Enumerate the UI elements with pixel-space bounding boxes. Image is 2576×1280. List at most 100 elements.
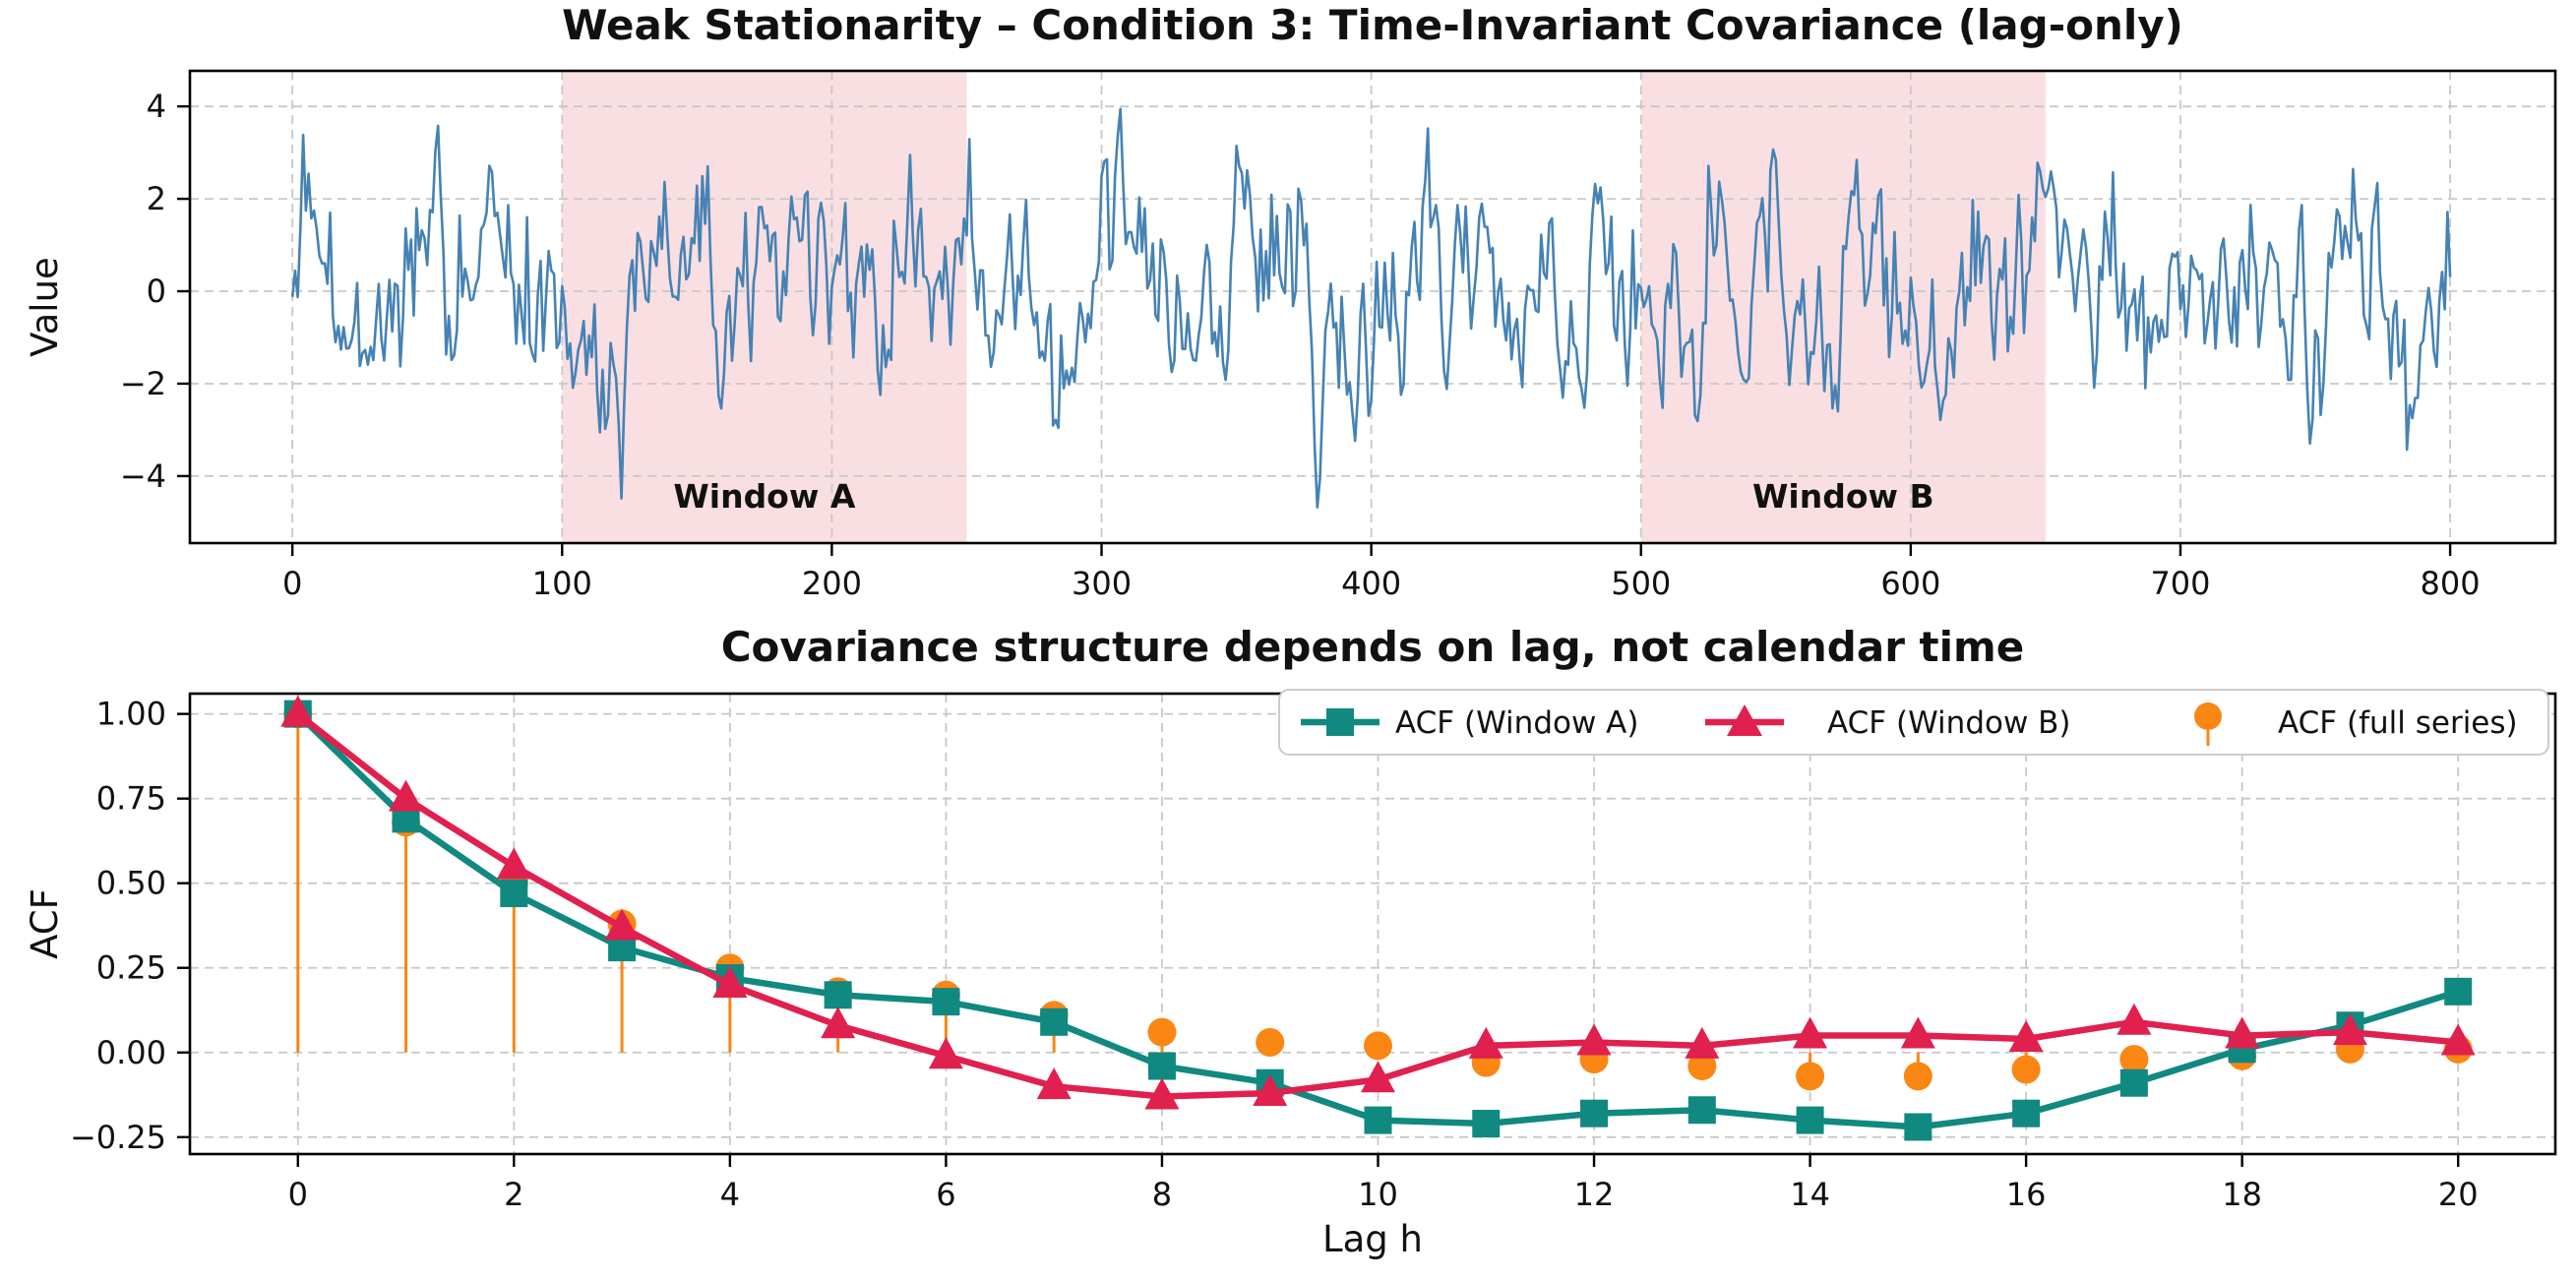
acf-full-marker [1256, 1027, 1285, 1057]
bottom-axes-layer: 0 2 4 6 8 10 12 14 16 18 20 −0.25 0.00 0.25 0.50 0.75 1.… [70, 692, 2557, 1213]
x-tick-label: 800 [2421, 565, 2481, 602]
legend-label-window-a: ACF (Window A) [1395, 705, 1638, 741]
y-tick-label: −2 [120, 365, 166, 402]
x-tick-label: 10 [1358, 1176, 1398, 1213]
acf-full-marker [1147, 1017, 1177, 1047]
x-tick-label: 20 [2438, 1176, 2479, 1213]
acf-window-b-marker [2008, 1020, 2044, 1052]
y-tick-label: −0.25 [70, 1119, 166, 1156]
acf-window-b-marker [389, 779, 424, 812]
x-tick-label: 14 [1790, 1176, 1830, 1213]
top-series-layer [290, 107, 2452, 510]
acf-window-a-marker [824, 981, 852, 1009]
acf-window-b-marker [280, 695, 316, 727]
acf-window-b-marker [2225, 1016, 2260, 1049]
acf-full-marker [1796, 1062, 1825, 1091]
y-tick-label: 2 [147, 180, 166, 217]
legend-entry-window-b: ACF (Window B) [1705, 704, 2071, 741]
acf-full-marker [2011, 1055, 2041, 1084]
legend-square-marker-icon [1326, 708, 1354, 736]
acf-window-b-marker [1360, 1061, 1395, 1093]
y-tick-label: 0.75 [96, 780, 166, 818]
x-tick-label: 700 [2150, 565, 2210, 602]
acf-window-a-marker [1580, 1099, 1609, 1128]
acf-full-marker [1687, 1052, 1717, 1081]
x-tick-label: 400 [1341, 565, 1401, 602]
highlight-bands-layer [562, 71, 2046, 543]
acf-window-b-marker [1685, 1026, 1720, 1059]
acf-window-a-marker [500, 880, 528, 908]
axes-frame [188, 69, 2557, 545]
x-tick-label: 100 [532, 565, 592, 602]
window-a-label: Window A [673, 477, 855, 516]
top-chart-title: Weak Stationarity – Condition 3: Time-In… [562, 1, 2183, 49]
acf-window-a-marker [2119, 1068, 2148, 1097]
acf-window-b-marker [2332, 1013, 2367, 1046]
x-tick-label: 0 [282, 565, 302, 602]
acf-window-b-marker [2440, 1023, 2476, 1056]
x-tick-label: 8 [1152, 1176, 1172, 1213]
acf-window-b-marker [821, 1006, 856, 1039]
y-tick-label: 0.25 [96, 949, 166, 987]
acf-window-a-marker [2444, 977, 2473, 1006]
legend-label-full-series: ACF (full series) [2278, 705, 2518, 741]
x-tick-label: 600 [1880, 565, 1940, 602]
window-band [1640, 71, 2046, 543]
y-tick-label: 0 [147, 273, 166, 310]
top-chart-ylabel: Value [24, 257, 66, 357]
acf-full-marker [2119, 1045, 2149, 1074]
acf-window-a-marker [1472, 1110, 1501, 1138]
bottom-chart-title: Covariance structure depends on lag, not… [721, 623, 2025, 671]
acf-full-marker [1363, 1031, 1392, 1061]
acf-window-b-marker [1468, 1026, 1503, 1059]
bottom-chart-ylabel: ACF [24, 888, 66, 959]
legend-circle-marker-icon [2194, 702, 2222, 730]
legend-entry-full-series: ACF (full series) [2194, 702, 2518, 746]
x-tick-label: 2 [504, 1176, 523, 1213]
y-tick-label: 0.50 [96, 865, 166, 902]
y-tick-label: 0.00 [96, 1034, 166, 1071]
acf-window-b-marker [604, 908, 640, 941]
acf-window-b-marker [1900, 1016, 1935, 1049]
acf-window-b-marker [496, 847, 531, 880]
acf-window-b-marker [1253, 1074, 1288, 1107]
acf-window-b-marker [712, 965, 748, 998]
x-tick-label: 18 [2222, 1176, 2262, 1213]
x-tick-label: 12 [1574, 1176, 1615, 1213]
x-tick-label: 200 [802, 565, 862, 602]
acf-window-b-marker [2116, 1003, 2152, 1035]
acf-window-a-marker [1904, 1113, 1932, 1141]
y-tick-label: −4 [120, 457, 166, 495]
bottom-chart-xlabel: Lag h [1322, 1218, 1423, 1260]
acf-window-a-marker [1040, 1007, 1069, 1036]
acf-window-b-marker [1576, 1023, 1612, 1056]
legend-entry-window-a: ACF (Window A) [1301, 705, 1638, 741]
bottom-series-layer [280, 695, 2476, 1141]
window-band [562, 71, 967, 543]
x-tick-label: 500 [1611, 565, 1671, 602]
acf-window-a-marker [932, 988, 960, 1016]
acf-window-b-marker [1036, 1067, 1072, 1100]
acf-window-b-marker [1144, 1077, 1180, 1110]
acf-window-b-marker [1793, 1016, 1828, 1049]
x-tick-label: 16 [2006, 1176, 2047, 1213]
x-tick-label: 0 [288, 1176, 308, 1213]
acf-window-a-marker [2012, 1099, 2041, 1128]
x-tick-label: 6 [936, 1176, 955, 1213]
x-tick-label: 300 [1072, 565, 1132, 602]
acf-window-a-marker [1364, 1106, 1392, 1134]
window-b-label: Window B [1752, 477, 1934, 516]
x-tick-label: 4 [720, 1176, 740, 1213]
timeseries-line [290, 107, 2452, 510]
legend: ACF (Window A) ACF (Window B) ACF (full … [1278, 689, 2549, 756]
acf-window-b-marker [928, 1037, 963, 1069]
top-axes-layer: 0 100 200 300 400 500 600 700 800 −4 −2 0 2 4 [120, 69, 2557, 602]
acf-window-a-marker [1687, 1096, 1716, 1125]
acf-window-a-marker [1147, 1052, 1176, 1080]
acf-window-a-marker [1796, 1106, 1824, 1134]
legend-box [1278, 689, 2549, 756]
acf-full-marker [1903, 1062, 1932, 1091]
y-tick-label: 1.00 [96, 696, 166, 733]
